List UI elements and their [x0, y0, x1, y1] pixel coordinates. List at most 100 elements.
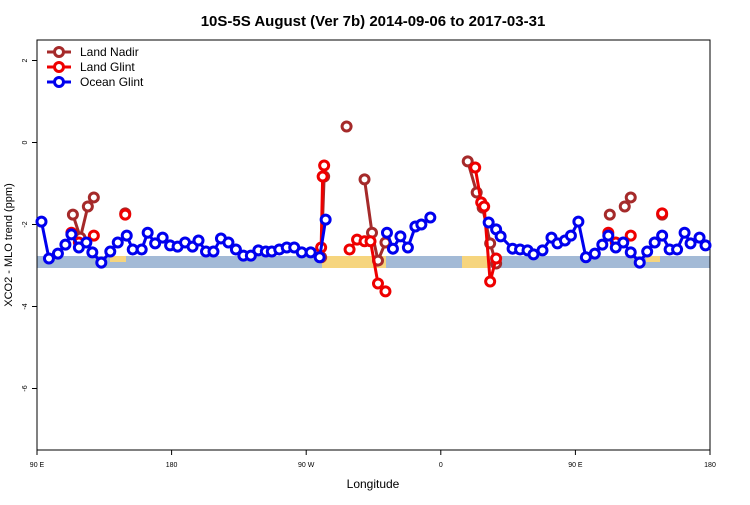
point: [343, 243, 356, 256]
point: [104, 245, 117, 258]
land-strip: [646, 256, 660, 262]
point: [149, 237, 162, 250]
point: [192, 234, 205, 247]
point: [461, 155, 474, 168]
point: [602, 229, 615, 242]
point: [316, 170, 329, 183]
point: [596, 238, 609, 251]
point: [222, 236, 235, 249]
x-tick-label: 90 E: [568, 462, 583, 469]
point: [415, 218, 428, 231]
y-tick-label: -6: [22, 385, 29, 391]
point: [656, 229, 669, 242]
point: [684, 237, 697, 250]
point: [401, 241, 414, 254]
point: [379, 285, 392, 298]
x-tick-label: 90 W: [298, 462, 315, 469]
y-tick-label: -4: [22, 303, 29, 309]
point: [87, 191, 100, 204]
point: [656, 207, 669, 220]
point: [313, 251, 326, 264]
point: [624, 229, 637, 242]
point: [119, 208, 132, 221]
point: [564, 229, 577, 242]
point: [80, 236, 93, 249]
point: [618, 200, 631, 213]
point: [671, 243, 684, 256]
point: [244, 249, 257, 262]
x-tick-label: 180: [166, 462, 178, 469]
point: [304, 246, 317, 259]
x-tick-label: 0: [439, 462, 443, 469]
point: [572, 215, 585, 228]
legend-swatch-point: [53, 76, 65, 88]
point: [641, 245, 654, 258]
point: [617, 236, 630, 249]
y-tick-label: 2: [22, 58, 29, 62]
chart-title: 10S-5S August (Ver 7b) 2014-09-06 to 201…: [201, 13, 546, 30]
point: [469, 161, 482, 174]
x-tick-label: 180: [704, 462, 716, 469]
point: [484, 275, 497, 288]
legend-swatch-point: [53, 61, 65, 73]
legend-swatch-point: [53, 46, 65, 58]
point: [693, 231, 706, 244]
point: [318, 159, 331, 172]
point: [386, 242, 399, 255]
point: [81, 200, 94, 213]
point: [633, 256, 646, 269]
land-strip: [322, 256, 386, 268]
point: [120, 229, 133, 242]
point: [95, 256, 108, 269]
point: [394, 230, 407, 243]
point: [364, 235, 377, 248]
point: [482, 216, 495, 229]
point: [319, 213, 332, 226]
point: [624, 191, 637, 204]
point: [490, 252, 503, 265]
point: [87, 229, 100, 242]
point: [42, 252, 55, 265]
legend-label: Land Nadir: [80, 45, 139, 59]
point: [494, 230, 507, 243]
point: [65, 228, 78, 241]
point: [156, 231, 169, 244]
point: [527, 248, 540, 261]
point: [135, 243, 148, 256]
point: [424, 211, 437, 224]
point: [678, 226, 691, 239]
point: [229, 243, 242, 256]
point: [536, 244, 549, 257]
y-tick-label: -2: [22, 221, 29, 227]
point: [340, 120, 353, 133]
point: [624, 246, 637, 259]
point: [111, 236, 124, 249]
point: [59, 238, 72, 251]
point: [35, 215, 48, 228]
point: [141, 226, 154, 239]
x-axis-label: Longitude: [347, 477, 400, 491]
legend-label: Land Glint: [80, 60, 135, 74]
point: [699, 239, 712, 252]
land-strip: [462, 256, 490, 268]
point: [371, 277, 384, 290]
point: [588, 247, 601, 260]
y-axis-label: XCO2 - MLO trend (ppm): [3, 183, 15, 306]
point: [86, 246, 99, 259]
point: [207, 245, 220, 258]
point: [51, 247, 64, 260]
legend-label: Ocean Glint: [80, 75, 144, 89]
point: [603, 208, 616, 221]
point: [648, 236, 661, 249]
point: [478, 200, 491, 213]
point: [358, 173, 371, 186]
point: [470, 186, 483, 199]
y-tick-label: 0: [22, 140, 29, 144]
point: [66, 208, 79, 221]
x-tick-label: 90 E: [30, 462, 45, 469]
point: [380, 226, 393, 239]
